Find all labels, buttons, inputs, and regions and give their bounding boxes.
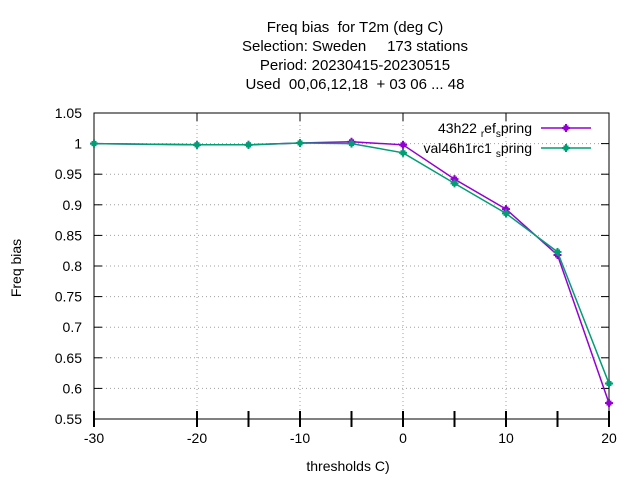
data-point: [605, 379, 613, 388]
chart-title-line-3: Period: 20230415-20230515: [259, 57, 451, 74]
data-point: [450, 179, 459, 188]
x-tick-label: -30: [84, 430, 104, 446]
data-point: [193, 140, 201, 149]
x-tick-label: 0: [399, 430, 407, 446]
data-point: [399, 148, 407, 157]
axis-ticks: 0.55 0.6 0.65 0.7 0.75 0.8 0.85 0.9 0.95 1 1.05 -30…: [55, 105, 617, 446]
data-point: [399, 140, 407, 149]
y-tick-label: 0.55: [55, 411, 82, 427]
y-axis-label: Freq bias: [8, 239, 24, 297]
series-line-1: [93, 141, 610, 404]
data-point: [244, 140, 253, 149]
y-tick-label: 1: [74, 136, 82, 152]
series-group: [90, 137, 613, 408]
plot-frame: [93, 112, 610, 420]
chart-title-line-2: Selection: Sweden 173 stations: [242, 38, 468, 55]
x-tick-label: -20: [187, 430, 207, 446]
x-axis-label: thresholds C): [306, 458, 389, 474]
x-tick-label: -10: [290, 430, 310, 446]
y-tick-label: 0.7: [63, 319, 83, 335]
legend-label-2: val46h1rc1 spring: [423, 140, 532, 160]
y-tick-label: 0.6: [63, 380, 83, 396]
y-tick-label: 0.75: [55, 289, 82, 305]
data-point: [90, 139, 98, 148]
chart-title-line-4: Used 00,06,12,18 + 03 06 ... 48: [245, 76, 465, 93]
data-point: [605, 399, 613, 408]
y-tick-label: 0.85: [55, 227, 82, 243]
chart-title-line-1: Freq bias for T2m (deg C): [266, 19, 444, 36]
y-tick-label: 0.65: [55, 350, 82, 366]
data-point: [347, 139, 356, 148]
data-point: [502, 209, 510, 218]
legend-marker-2: [562, 144, 570, 152]
y-tick-label: 0.8: [63, 258, 83, 274]
series-line-2: [93, 142, 610, 384]
legend-label-1: 43h22 refspring: [438, 120, 532, 140]
x-tick-label: 20: [601, 430, 617, 446]
x-tick-label: 10: [498, 430, 514, 446]
legend-marker-1: [562, 124, 570, 132]
data-point: [553, 247, 562, 256]
y-tick-label: 0.9: [63, 197, 83, 213]
y-tick-label: 0.95: [55, 166, 82, 182]
grid: [94, 113, 609, 419]
data-point: [296, 138, 304, 147]
y-tick-label: 1.05: [55, 105, 82, 121]
